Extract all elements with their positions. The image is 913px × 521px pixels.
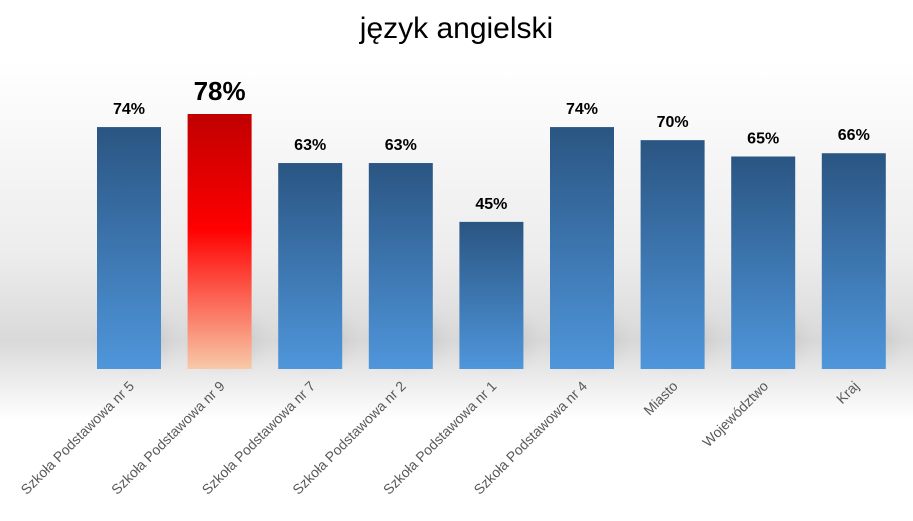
data-label: 63% <box>294 137 326 154</box>
data-label: 63% <box>385 137 417 154</box>
bar <box>97 127 161 369</box>
bar <box>821 153 886 369</box>
bar-highlighted <box>187 114 252 369</box>
bar <box>550 127 614 369</box>
chart-title: język angielski <box>359 12 554 45</box>
bar <box>278 163 343 369</box>
bar <box>368 163 433 369</box>
data-label: 78% <box>194 76 246 106</box>
data-label: 70% <box>657 114 689 131</box>
data-label: 74% <box>566 101 598 118</box>
bar <box>731 156 796 369</box>
data-label: 66% <box>838 127 870 144</box>
data-label: 65% <box>747 131 779 148</box>
data-label: 45% <box>475 196 507 213</box>
bar <box>459 221 524 369</box>
data-label: 74% <box>113 101 145 118</box>
bar <box>640 140 705 369</box>
